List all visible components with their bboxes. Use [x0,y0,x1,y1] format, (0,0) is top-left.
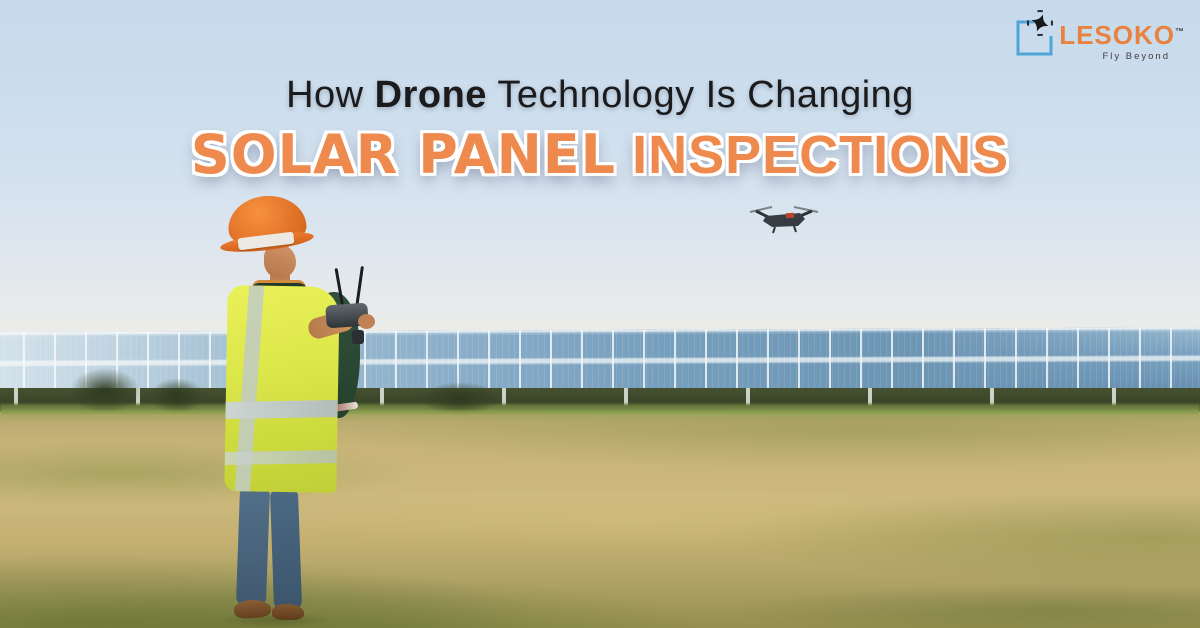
reflective-stripe [224,449,337,465]
drone-icon [748,200,820,240]
shrub [150,378,204,414]
headline-line2-heavy: SOLAR PANEL [190,123,617,186]
logo-text-column: LESOKO™ Fly Beyond [1059,22,1184,62]
wrist-watch [352,330,364,344]
shrub [70,368,140,414]
logo-wordmark: LESOKO™ [1059,20,1184,50]
logo-tagline: Fly Beyond [1102,51,1170,62]
hand [358,314,375,329]
lesoko-logo: LESOKO™ Fly Beyond [1011,10,1184,62]
reflective-stripe [225,400,338,420]
logo-drone-icon [1016,10,1054,56]
headline-line1-bold: Drone [374,74,487,116]
controller-antenna [355,265,364,309]
headline-line1-post: Technology Is Changing [497,74,914,116]
drone-operator [214,190,382,628]
headline-line2-light: INSPECTIONS [632,125,1010,185]
headline: How Drone Technology Is Changing SOLAR P… [0,74,1200,186]
trademark-symbol: ™ [1175,26,1184,37]
work-boot [272,604,304,620]
headline-line1: How Drone Technology Is Changing [0,74,1200,117]
headline-line2: SOLAR PANEL INSPECTIONS [0,123,1200,186]
headline-line1-pre: How [286,74,364,116]
grass-field [0,414,1200,628]
jeans-leg [235,485,271,607]
jeans-leg [269,487,303,611]
